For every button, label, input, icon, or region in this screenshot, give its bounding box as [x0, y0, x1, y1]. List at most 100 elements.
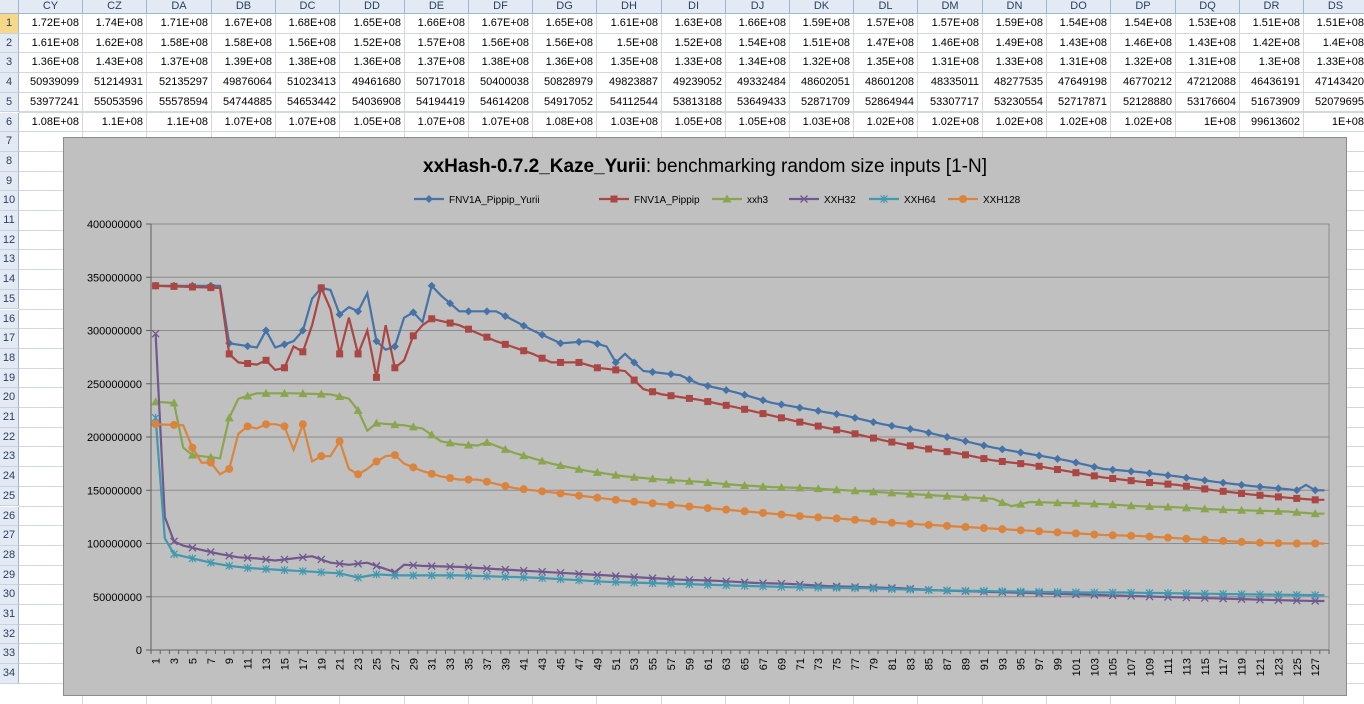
- cell-dr6[interactable]: 99613602: [1240, 112, 1304, 133]
- cell-cz5[interactable]: 55053596: [83, 92, 147, 113]
- column-header-dk[interactable]: DK: [790, 0, 854, 14]
- cell-dc6[interactable]: 1.07E+08: [276, 112, 340, 133]
- cell-da1[interactable]: 1.71E+08: [147, 14, 212, 34]
- column-header-da[interactable]: DA: [147, 0, 212, 14]
- cell-dm5[interactable]: 53307717: [918, 92, 983, 113]
- cell-do5[interactable]: 52717871: [1047, 92, 1111, 113]
- cell-di5[interactable]: 53813188: [662, 92, 726, 113]
- cell-ds5[interactable]: 52079695: [1304, 93, 1364, 113]
- cell-df5[interactable]: 54614208: [469, 92, 533, 113]
- row-header-17[interactable]: 17: [0, 329, 19, 349]
- row-header-12[interactable]: 12: [0, 230, 19, 251]
- cell-dj1[interactable]: 1.66E+08: [726, 14, 790, 34]
- column-header-dg[interactable]: DG: [533, 0, 597, 14]
- cell-de6[interactable]: 1.07E+08: [405, 112, 469, 133]
- row-header-33[interactable]: 33: [0, 644, 19, 665]
- cell-dl1[interactable]: 1.57E+08: [854, 14, 918, 34]
- row-header-10[interactable]: 10: [0, 191, 19, 211]
- cell-de4[interactable]: 50717018: [405, 73, 469, 93]
- cell-dd3[interactable]: 1.36E+08: [340, 53, 405, 74]
- row-header-26[interactable]: 26: [0, 506, 19, 527]
- cell-do4[interactable]: 47649198: [1047, 73, 1111, 93]
- cell-dd5[interactable]: 54036908: [340, 92, 405, 113]
- column-header-dp[interactable]: DP: [1111, 0, 1176, 14]
- cell-do2[interactable]: 1.43E+08: [1047, 33, 1111, 54]
- cell-de1[interactable]: 1.66E+08: [405, 14, 469, 34]
- cell-dd2[interactable]: 1.52E+08: [340, 33, 405, 54]
- cell-cy6[interactable]: 1.08E+08: [19, 112, 83, 133]
- cell-da3[interactable]: 1.37E+08: [147, 53, 212, 74]
- cell-dm1[interactable]: 1.57E+08: [918, 14, 983, 34]
- column-header-dq[interactable]: DQ: [1176, 0, 1240, 14]
- cell-dl5[interactable]: 52864944: [854, 92, 918, 113]
- row-header-15[interactable]: 15: [0, 289, 19, 310]
- row-header-19[interactable]: 19: [0, 368, 19, 389]
- cell-dp1[interactable]: 1.54E+08: [1111, 14, 1176, 34]
- cell-dn6[interactable]: 1.02E+08: [983, 112, 1047, 133]
- row-header-16[interactable]: 16: [0, 309, 19, 330]
- cell-dr3[interactable]: 1.3E+08: [1240, 53, 1304, 74]
- cell-dk2[interactable]: 1.51E+08: [790, 33, 854, 54]
- cell-dl4[interactable]: 48601208: [854, 73, 918, 93]
- cell-dn2[interactable]: 1.49E+08: [983, 33, 1047, 54]
- row-header-3[interactable]: 3: [0, 53, 19, 74]
- cell-cy3[interactable]: 1.36E+08: [19, 53, 83, 74]
- cell-dd6[interactable]: 1.05E+08: [340, 112, 405, 133]
- cell-dp5[interactable]: 52128880: [1111, 92, 1176, 113]
- cell-di1[interactable]: 1.63E+08: [662, 14, 726, 34]
- cell-do1[interactable]: 1.54E+08: [1047, 14, 1111, 34]
- cell-dk6[interactable]: 1.03E+08: [790, 112, 854, 133]
- row-header-34[interactable]: 34: [0, 664, 19, 684]
- cell-dk4[interactable]: 48602051: [790, 73, 854, 93]
- column-header-cz[interactable]: CZ: [83, 0, 147, 14]
- cell-dn1[interactable]: 1.59E+08: [983, 14, 1047, 34]
- row-header-27[interactable]: 27: [0, 526, 19, 546]
- cell-de5[interactable]: 54194419: [405, 92, 469, 113]
- row-header-21[interactable]: 21: [0, 408, 19, 428]
- cell-db2[interactable]: 1.58E+08: [212, 33, 276, 54]
- cell-cz1[interactable]: 1.74E+08: [83, 14, 147, 34]
- column-header-do[interactable]: DO: [1047, 0, 1111, 14]
- cell-dh5[interactable]: 54112544: [597, 92, 662, 113]
- cell-dc3[interactable]: 1.38E+08: [276, 53, 340, 74]
- column-header-df[interactable]: DF: [469, 0, 533, 14]
- cell-dc2[interactable]: 1.56E+08: [276, 33, 340, 54]
- cell-ds1[interactable]: 1.51E+08: [1304, 14, 1364, 34]
- cell-cy1[interactable]: 1.72E+08: [19, 14, 83, 34]
- cell-dj5[interactable]: 53649433: [726, 92, 790, 113]
- cell-da4[interactable]: 52135297: [147, 73, 212, 93]
- cell-dr5[interactable]: 51673909: [1240, 92, 1304, 113]
- cell-db1[interactable]: 1.67E+08: [212, 14, 276, 34]
- cell-dk5[interactable]: 52871709: [790, 92, 854, 113]
- row-header-24[interactable]: 24: [0, 467, 19, 487]
- cell-dm4[interactable]: 48335011: [918, 73, 983, 93]
- cell-da5[interactable]: 55578594: [147, 92, 212, 113]
- cell-dq6[interactable]: 1E+08: [1176, 112, 1240, 133]
- cell-dg5[interactable]: 54917052: [533, 92, 597, 113]
- cell-dr4[interactable]: 46436191: [1240, 73, 1304, 93]
- cell-dr2[interactable]: 1.42E+08: [1240, 33, 1304, 54]
- cell-do3[interactable]: 1.31E+08: [1047, 53, 1111, 74]
- cell-dh3[interactable]: 1.35E+08: [597, 53, 662, 74]
- cell-dn4[interactable]: 48277535: [983, 73, 1047, 93]
- cell-dl3[interactable]: 1.35E+08: [854, 53, 918, 74]
- cell-dj2[interactable]: 1.54E+08: [726, 33, 790, 54]
- row-header-31[interactable]: 31: [0, 605, 19, 625]
- cell-di4[interactable]: 49239052: [662, 73, 726, 93]
- cell-cz6[interactable]: 1.1E+08: [83, 112, 147, 133]
- row-header-32[interactable]: 32: [0, 624, 19, 645]
- cell-dc5[interactable]: 54653442: [276, 92, 340, 113]
- row-header-28[interactable]: 28: [0, 545, 19, 566]
- cell-dm2[interactable]: 1.46E+08: [918, 33, 983, 54]
- row-header-4[interactable]: 4: [0, 73, 19, 93]
- cell-df6[interactable]: 1.07E+08: [469, 112, 533, 133]
- cell-di2[interactable]: 1.52E+08: [662, 33, 726, 54]
- cell-di3[interactable]: 1.33E+08: [662, 53, 726, 74]
- cell-dh1[interactable]: 1.61E+08: [597, 14, 662, 34]
- cell-dm6[interactable]: 1.02E+08: [918, 112, 983, 133]
- cell-di6[interactable]: 1.05E+08: [662, 112, 726, 133]
- cell-cz4[interactable]: 51214931: [83, 73, 147, 93]
- row-header-18[interactable]: 18: [0, 348, 19, 369]
- row-header-6[interactable]: 6: [0, 112, 19, 133]
- cell-dk3[interactable]: 1.32E+08: [790, 53, 854, 74]
